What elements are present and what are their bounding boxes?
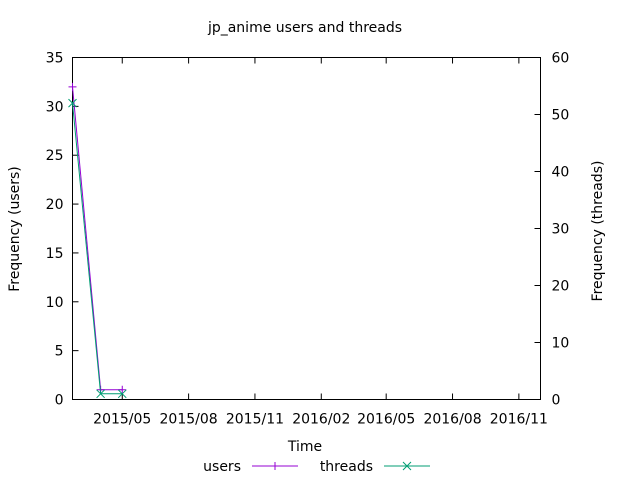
y2-tick-label: 20 bbox=[552, 279, 570, 295]
data-point-threads bbox=[68, 98, 77, 108]
y-tick-label: 20 bbox=[46, 197, 64, 213]
y-tick-label: 10 bbox=[46, 295, 64, 311]
x-tick-label: 2016/05 bbox=[357, 412, 415, 428]
chart-title: jp_anime users and threads bbox=[207, 20, 402, 36]
y-axis-title: Frequency (users) bbox=[7, 166, 23, 292]
legend-label-threads: threads bbox=[320, 459, 373, 475]
series-layer bbox=[68, 82, 127, 399]
legend-label-users: users bbox=[203, 459, 241, 475]
y2-axis-title: Frequency (threads) bbox=[590, 161, 606, 302]
y2-axis-ticks: 0 10 20 30 40 50 60 bbox=[534, 51, 570, 409]
x-tick-label: 2015/11 bbox=[226, 412, 284, 428]
data-point-threads bbox=[96, 389, 105, 399]
y2-tick-label: 0 bbox=[552, 393, 561, 409]
y2-tick-label: 40 bbox=[552, 165, 570, 181]
series-threads bbox=[68, 98, 127, 399]
y2-tick-label: 10 bbox=[552, 336, 570, 352]
x-tick-label: 2016/08 bbox=[423, 412, 481, 428]
data-point-users bbox=[68, 82, 77, 91]
x-tick-label: 2016/11 bbox=[490, 412, 548, 428]
x-tick-label: 2016/02 bbox=[292, 412, 350, 428]
y-tick-label: 0 bbox=[55, 393, 64, 409]
y2-tick-label: 50 bbox=[552, 108, 570, 124]
y-axis-ticks: 0 5 10 15 20 25 30 35 bbox=[46, 51, 79, 409]
legend-marker-users bbox=[271, 462, 279, 470]
plot-frame bbox=[72, 57, 541, 400]
y-tick-label: 30 bbox=[46, 99, 64, 115]
x-axis-title: Time bbox=[287, 439, 322, 455]
legend: users threads bbox=[203, 459, 430, 475]
legend-marker-threads bbox=[402, 461, 412, 471]
y-tick-label: 15 bbox=[46, 246, 64, 262]
data-point-threads bbox=[117, 389, 127, 399]
x-tick-label: 2015/08 bbox=[160, 412, 218, 428]
series-line-users bbox=[72, 86, 123, 391]
y-tick-label: 35 bbox=[46, 51, 64, 67]
y2-tick-label: 60 bbox=[552, 51, 570, 67]
y2-tick-label: 30 bbox=[552, 222, 570, 238]
series-users bbox=[68, 82, 127, 394]
y-tick-label: 25 bbox=[46, 148, 64, 164]
data-point-users bbox=[118, 385, 127, 394]
x-axis-ticks: 2015/05 2015/08 2015/11 2016/02 2016/05 2016/… bbox=[93, 57, 548, 428]
x-tick-label: 2015/05 bbox=[93, 412, 151, 428]
y-tick-label: 5 bbox=[55, 344, 64, 360]
